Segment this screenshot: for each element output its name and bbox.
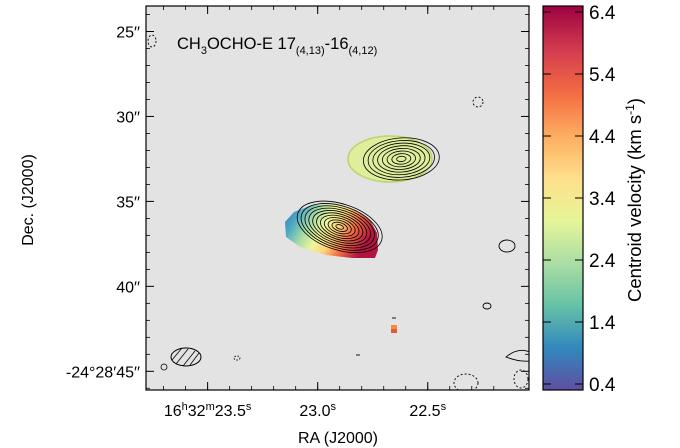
- contour-level: [304, 205, 375, 249]
- y-tick-label: 40′′: [116, 279, 140, 296]
- y-tick-label: -24°28′45′′: [66, 364, 140, 381]
- map-layer: [147, 34, 529, 390]
- y-tick-label: 30′′: [116, 109, 140, 126]
- beam-ellipse: [160, 347, 202, 371]
- contour-level: [316, 212, 364, 242]
- contour-level: [396, 155, 407, 162]
- contour-level: [367, 140, 435, 178]
- colorbar-ticks: 0.4 1.4 2.4 3.4 4.4 5.4 6.4: [543, 3, 616, 396]
- colorbar-tick-label: 3.4: [589, 189, 616, 210]
- contour-level: [320, 214, 360, 239]
- contour-level: [362, 137, 440, 181]
- contour-level: [381, 147, 421, 170]
- x-axis: 16h32m23.5s 23.0s 22.5s: [163, 6, 495, 420]
- contour-level: [327, 219, 352, 235]
- contour-level: [300, 203, 379, 251]
- contour-level: [377, 145, 426, 173]
- contour-level: [312, 210, 368, 244]
- y-tick-label: 35′′: [116, 194, 140, 211]
- x-tick-label: 23.0s: [299, 401, 336, 420]
- colorbar-tick-label: 5.4: [589, 65, 616, 86]
- plot-area: [145, 5, 530, 391]
- contour-level: [308, 207, 371, 247]
- contour-level: [391, 153, 412, 165]
- source-southwest-contours: [296, 200, 383, 254]
- contour-level: [372, 142, 431, 176]
- colorbar-tick-label: 6.4: [589, 3, 616, 24]
- contour-level: [335, 224, 344, 230]
- colorbar-tick-label: 2.4: [589, 251, 616, 272]
- contour-level: [296, 200, 383, 254]
- colorbar-tick-label: 0.4: [589, 375, 616, 396]
- pixel-artifact: [391, 325, 397, 329]
- y-axis: 25′′ 30′′ 35′′ 40′′ -24°28′45′′: [66, 14, 529, 389]
- colorbar-tick-label: 4.4: [589, 127, 616, 148]
- pixel-artifact: [391, 329, 397, 333]
- x-tick-label: 22.5s: [409, 401, 446, 420]
- y-axis-label: Dec. (J2000): [20, 154, 37, 246]
- colorbar-label: Centroid velocity (km s-1): [623, 98, 645, 302]
- x-axis-label: RA (J2000): [298, 430, 378, 447]
- contour-level: [323, 217, 356, 237]
- noise-contours: [147, 34, 529, 390]
- contour-level: [331, 221, 348, 232]
- panel-title: CH3OCHO-E 17(4,13)-16(4,12): [177, 35, 377, 57]
- source-northeast-contours: [362, 137, 440, 181]
- contour-level: [386, 150, 416, 168]
- colorbar-tick-label: 1.4: [589, 313, 616, 334]
- x-tick-label: 16h32m23.5s: [164, 401, 252, 420]
- y-tick-label: 25′′: [116, 24, 140, 41]
